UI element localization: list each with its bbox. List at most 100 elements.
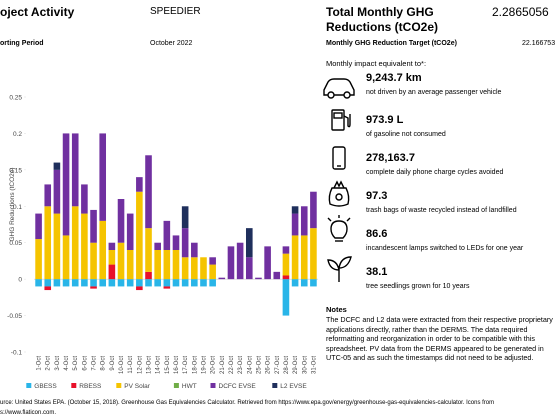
bar-segment [172, 279, 180, 287]
bar-segment [81, 279, 88, 287]
notes-text: The DCFC and L2 data were extracted from… [326, 315, 553, 363]
bar-segment [282, 246, 290, 254]
x-tick-label: 28-Oct [284, 356, 290, 374]
legend-swatch [26, 383, 32, 388]
x-tick-label: 17-Oct [183, 356, 189, 374]
x-tick-label: 23-Oct [238, 356, 244, 374]
x-tick-label: 6-Oct [82, 356, 88, 371]
bar-segment [117, 242, 125, 280]
impact-text: complete daily phone charge cycles avoid… [366, 169, 504, 176]
bar-segment [264, 246, 271, 280]
x-tick-label: 22-Oct [229, 356, 235, 374]
impact-text: of gasoline not consumed [366, 131, 446, 138]
bar-segment [108, 264, 116, 280]
x-tick-label: 5-Oct [73, 356, 79, 371]
bar-segment [209, 264, 216, 280]
y-axis-label: GHG Reductions (tCO2e) [9, 167, 16, 241]
total-value: 2.2865056 [492, 5, 549, 19]
bar-segment [145, 155, 152, 229]
x-tick-label: 16-Oct [174, 356, 180, 374]
bar-segment [310, 279, 317, 287]
bar-segment [273, 271, 281, 280]
legend-swatch [116, 383, 122, 388]
bulb-icon [327, 215, 351, 242]
x-tick-label: 20-Oct [211, 356, 217, 374]
x-tick-label: 10-Oct [119, 356, 125, 374]
bar-segment [90, 286, 97, 289]
bar-segment [181, 279, 189, 287]
bar-segment [236, 242, 244, 280]
x-tick-label: 27-Oct [275, 356, 281, 374]
bar-segment [218, 277, 226, 280]
impact-value: 278,163.7 [366, 152, 415, 164]
x-tick-label: 11-Oct [128, 356, 134, 374]
x-tick-label: 8-Oct [101, 356, 107, 371]
bar-segment [181, 206, 189, 229]
bar-segment [108, 242, 116, 250]
bar-segment [99, 279, 107, 287]
bar-segment [117, 199, 125, 243]
bar-segment [154, 242, 161, 250]
x-tick-label: 21-Oct [220, 356, 226, 374]
bar-segment [136, 191, 143, 280]
fuel-icon [331, 109, 351, 131]
bar-segment [282, 275, 290, 280]
bar-segment [44, 279, 52, 287]
bar-segment [255, 277, 262, 280]
bar-segment [154, 279, 161, 287]
source-line: s://www.flaticon.com. [0, 410, 57, 416]
bar-segment [99, 220, 107, 280]
bar-segment [310, 228, 317, 280]
bar-segment [117, 279, 125, 287]
bar-segment [245, 228, 253, 258]
bar-segment [163, 250, 171, 280]
company: SPEEDIER [150, 6, 201, 17]
y-tick-label: -0.1 [11, 350, 23, 357]
bar-segment [71, 133, 79, 207]
bar-segment [310, 191, 317, 229]
y-tick-label: 0.1 [13, 204, 22, 211]
legend-label: HWT [182, 383, 197, 390]
x-tick-label: 18-Oct [192, 356, 198, 374]
impact-text: trash bags of waste recycled instead of … [366, 207, 517, 214]
bar-segment [245, 257, 253, 280]
bar-segment [291, 279, 299, 287]
bar-segment [90, 209, 97, 243]
period-label: orting Period [0, 40, 44, 47]
bar-segment [300, 206, 308, 236]
x-tick-label: 25-Oct [256, 356, 262, 374]
impacts-heading: Monthly impact equivalent to*: [326, 59, 427, 68]
bar-segment [126, 250, 134, 280]
x-tick-label: 12-Oct [137, 356, 143, 374]
bar-segment [35, 279, 42, 287]
phone-icon [332, 146, 346, 170]
bar-segment [62, 279, 70, 287]
bar-segment [126, 279, 134, 287]
y-tick-label: 0.25 [9, 95, 22, 102]
bar-segment [44, 184, 52, 207]
x-tick-label: 2-Oct [46, 356, 52, 371]
car-icon [323, 78, 355, 99]
x-tick-label: 15-Oct [165, 356, 171, 374]
bar-segment [108, 250, 116, 265]
bar-segment [145, 228, 152, 272]
x-tick-label: 24-Oct [247, 356, 253, 374]
bar-segment [172, 235, 180, 250]
notes-title: Notes [326, 305, 347, 314]
bar-segment [209, 257, 216, 265]
x-tick-label: 4-Oct [64, 356, 70, 371]
bar-segment [81, 184, 88, 214]
bar-segment [209, 279, 216, 287]
x-tick-label: 1-Oct [37, 356, 43, 371]
bar-segment [99, 133, 107, 221]
bar-segment [136, 177, 143, 192]
bar-segment [291, 235, 299, 280]
y-tick-label: 0.2 [13, 131, 22, 138]
bar-segment [291, 206, 299, 214]
bar-segment [163, 279, 171, 287]
bar-segment [90, 242, 97, 280]
bar-segment [181, 257, 189, 280]
target-value: 22.166753 [522, 40, 556, 47]
bar-segment [300, 279, 308, 287]
